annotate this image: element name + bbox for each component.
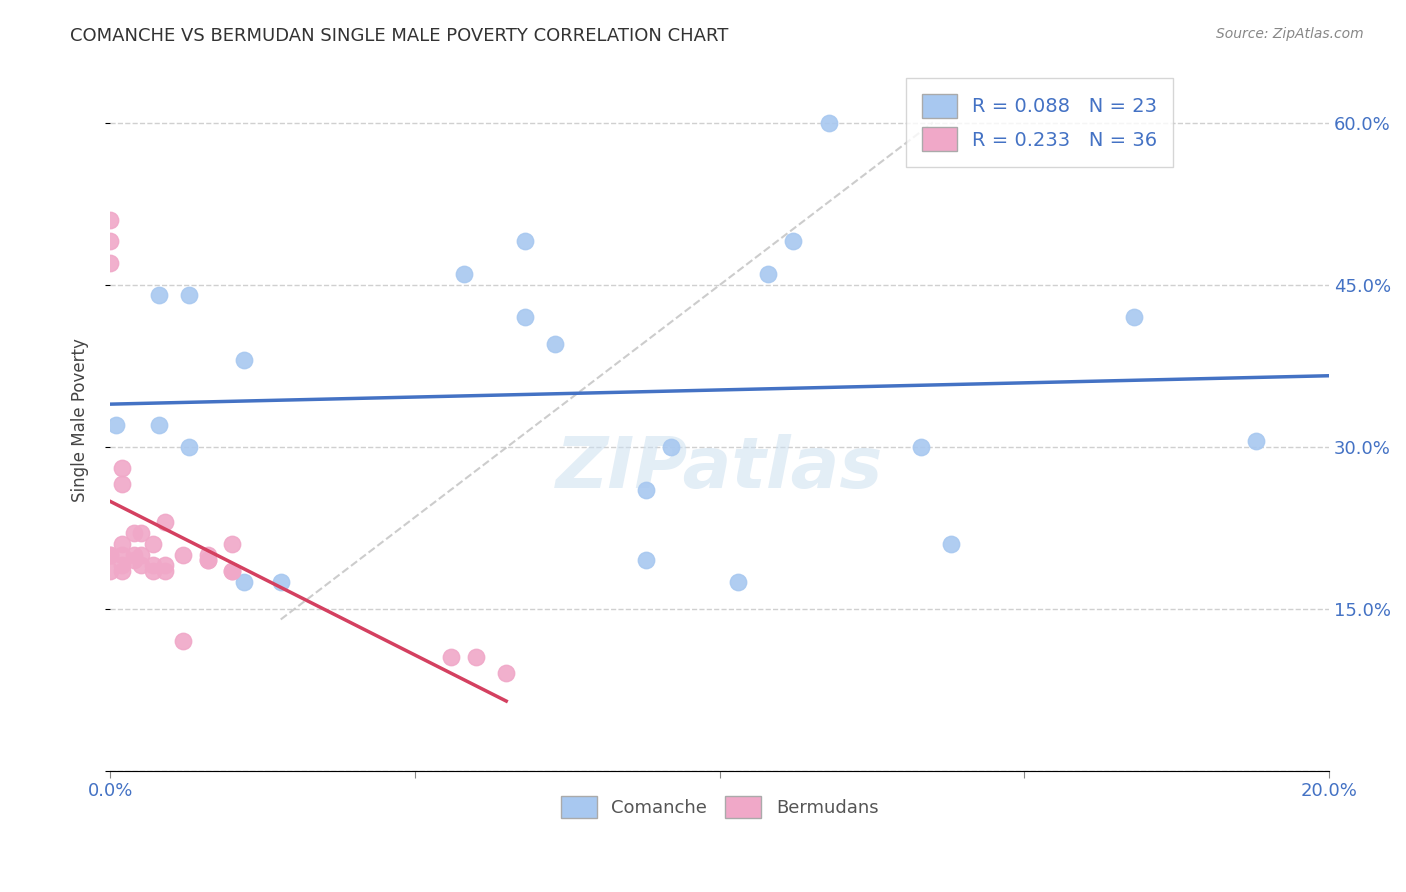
Point xyxy=(124,526,146,541)
Point xyxy=(98,548,121,562)
Point xyxy=(98,212,121,227)
Point xyxy=(98,548,121,562)
Point xyxy=(197,553,219,567)
Point xyxy=(544,337,567,351)
Legend: Comanche, Bermudans: Comanche, Bermudans xyxy=(554,789,886,825)
Point xyxy=(148,288,170,302)
Point xyxy=(221,564,243,578)
Point xyxy=(111,477,134,491)
Point xyxy=(513,310,536,324)
Point xyxy=(197,553,219,567)
Point xyxy=(782,235,804,249)
Point xyxy=(636,483,658,497)
Point xyxy=(111,461,134,475)
Point xyxy=(495,666,517,681)
Point xyxy=(172,634,194,648)
Point xyxy=(1244,434,1267,449)
Point xyxy=(756,267,779,281)
Point xyxy=(124,553,146,567)
Point xyxy=(142,558,165,573)
Point xyxy=(111,548,134,562)
Point xyxy=(513,235,536,249)
Point xyxy=(124,548,146,562)
Point xyxy=(148,417,170,432)
Point xyxy=(910,440,932,454)
Point xyxy=(453,267,475,281)
Point xyxy=(1123,310,1146,324)
Point xyxy=(818,115,841,129)
Point xyxy=(111,558,134,573)
Point xyxy=(153,558,176,573)
Point xyxy=(939,537,962,551)
Text: ZIPatlas: ZIPatlas xyxy=(555,434,883,503)
Point xyxy=(153,564,176,578)
Point xyxy=(179,440,201,454)
Point xyxy=(153,515,176,529)
Point xyxy=(98,564,121,578)
Point xyxy=(111,537,134,551)
Y-axis label: Single Male Poverty: Single Male Poverty xyxy=(72,338,89,501)
Text: COMANCHE VS BERMUDAN SINGLE MALE POVERTY CORRELATION CHART: COMANCHE VS BERMUDAN SINGLE MALE POVERTY… xyxy=(70,27,728,45)
Point xyxy=(221,537,243,551)
Point xyxy=(659,440,682,454)
Text: Source: ZipAtlas.com: Source: ZipAtlas.com xyxy=(1216,27,1364,41)
Point xyxy=(111,564,134,578)
Point xyxy=(270,574,292,589)
Point xyxy=(233,353,256,368)
Point xyxy=(129,548,152,562)
Point xyxy=(233,574,256,589)
Point xyxy=(142,564,165,578)
Point xyxy=(197,548,219,562)
Point xyxy=(172,548,194,562)
Point xyxy=(464,650,486,665)
Point xyxy=(129,526,152,541)
Point xyxy=(142,537,165,551)
Point xyxy=(179,288,201,302)
Point xyxy=(129,558,152,573)
Point xyxy=(221,564,243,578)
Point xyxy=(98,235,121,249)
Point xyxy=(105,417,128,432)
Point xyxy=(727,574,749,589)
Point xyxy=(440,650,463,665)
Point xyxy=(98,256,121,270)
Point xyxy=(636,553,658,567)
